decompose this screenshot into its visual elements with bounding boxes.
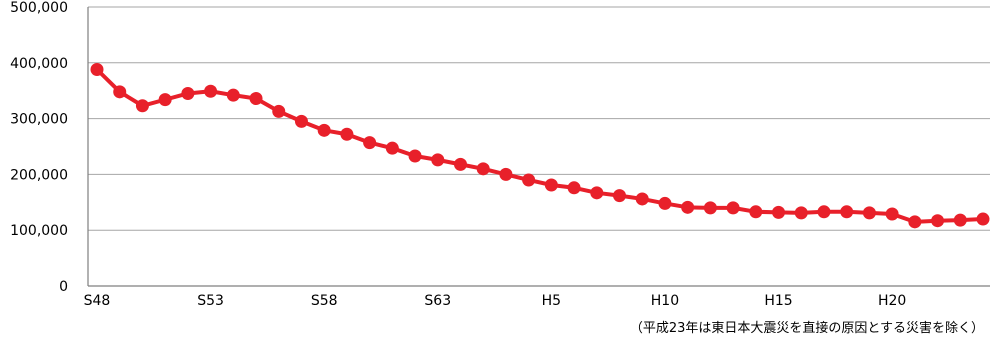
data-point — [158, 93, 172, 107]
data-point — [635, 192, 649, 206]
data-point — [113, 85, 127, 99]
x-axis-tick-labels: S48 S53 S58 S63 H5 H10 H15 H20 — [84, 293, 907, 309]
y-tick-label: 0 — [59, 279, 68, 295]
y-tick-label: 200,000 — [10, 167, 68, 183]
data-point — [363, 136, 377, 150]
data-point — [499, 167, 513, 181]
chart-annotation: （平成23年は東日本大震災を直接の原因とする災害を除く） — [630, 320, 984, 336]
data-point — [204, 84, 218, 98]
data-point — [340, 127, 354, 141]
data-point — [772, 205, 786, 219]
data-point — [544, 178, 558, 192]
x-tick-label: H10 — [651, 293, 679, 309]
y-tick-label: 300,000 — [10, 112, 68, 128]
x-tick-label: H20 — [878, 293, 906, 309]
data-point — [272, 104, 286, 118]
data-point — [522, 173, 536, 187]
data-point — [431, 153, 445, 167]
data-point — [658, 196, 672, 210]
y-tick-label: 400,000 — [10, 56, 68, 72]
data-point — [90, 62, 104, 76]
data-point — [749, 205, 763, 219]
data-point — [453, 157, 467, 171]
data-point — [567, 181, 581, 195]
data-point — [976, 212, 990, 226]
y-tick-label: 100,000 — [10, 223, 68, 239]
x-tick-label: S58 — [311, 293, 338, 309]
y-tick-label: 500,000 — [10, 0, 68, 16]
x-tick-label: S53 — [197, 293, 224, 309]
data-point — [931, 214, 945, 228]
data-point — [885, 207, 899, 221]
data-point — [703, 201, 717, 215]
data-point — [249, 92, 263, 106]
data-point — [908, 215, 922, 229]
data-point — [953, 213, 967, 227]
x-tick-label: S63 — [424, 293, 451, 309]
data-point — [681, 200, 695, 214]
y-axis-tick-labels: 0 100,000 200,000 300,000 400,000 500,000 — [10, 0, 68, 295]
series-layer — [90, 62, 990, 229]
x-tick-label: S48 — [84, 293, 111, 309]
data-point — [135, 99, 149, 113]
data-point — [226, 88, 240, 102]
x-tick-label: H5 — [542, 293, 561, 309]
data-point — [317, 123, 331, 137]
x-tick-label: H15 — [764, 293, 792, 309]
data-point — [294, 114, 308, 128]
data-point — [862, 206, 876, 220]
axes — [87, 7, 990, 287]
data-point — [590, 186, 604, 200]
data-point — [476, 162, 490, 176]
data-point — [794, 206, 808, 220]
data-point — [385, 141, 399, 155]
data-point — [817, 205, 831, 219]
series-line — [95, 68, 984, 224]
data-point — [613, 189, 627, 203]
gridlines — [88, 6, 990, 231]
data-point — [726, 201, 740, 215]
data-point — [840, 205, 854, 219]
data-point — [181, 86, 195, 100]
data-point — [408, 149, 422, 163]
